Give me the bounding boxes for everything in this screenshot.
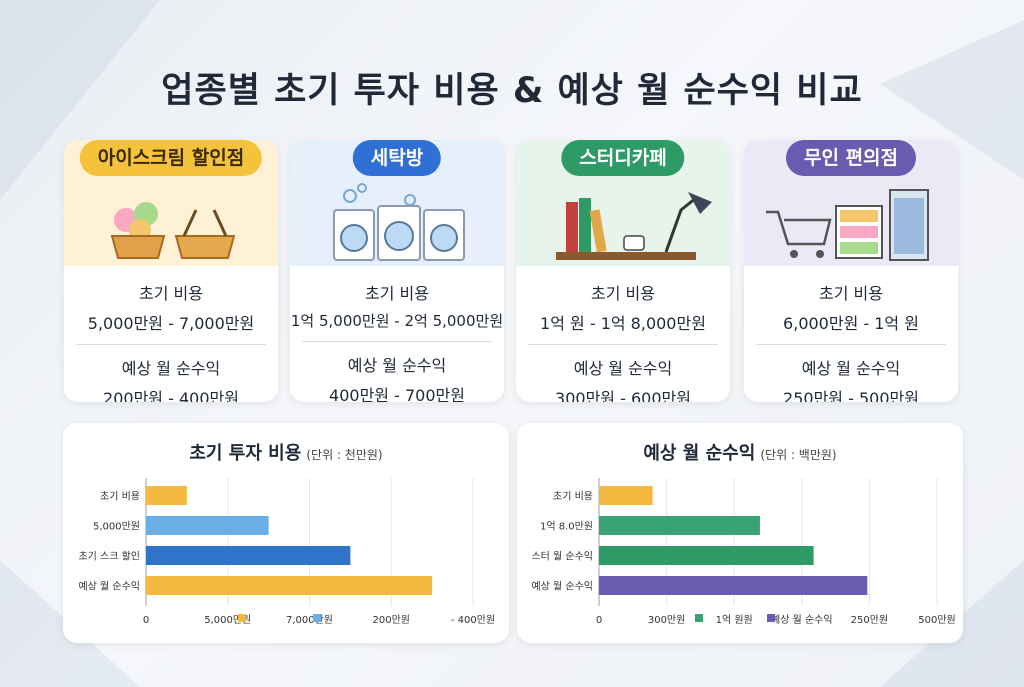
tick-label: 200만원 (373, 614, 411, 626)
card-illustration (744, 140, 958, 266)
divider (76, 344, 266, 345)
cost-value: 1억 5,000만원 - 2억 5,000만원 (290, 312, 504, 330)
bar (146, 516, 269, 535)
card-pill: 무인 편의점 (785, 140, 917, 176)
profit-value: 400만원 - 700만원 (329, 386, 465, 402)
bar (599, 486, 653, 505)
category-label: 5,000만원 (93, 521, 140, 533)
tick-label: 250만원 (851, 614, 889, 626)
tick-label: 0 (143, 615, 149, 626)
tick-label: 0 (596, 615, 602, 626)
cost-label: 초기 비용 (591, 284, 655, 303)
legend-swatch (695, 614, 703, 622)
card-body: 초기 비용 6,000만원 - 1억 원 예상 월 순수익 250만원 - 50… (744, 266, 958, 402)
tick-label: 500만원 (918, 614, 956, 626)
cost-value: 6,000만원 - 1억 원 (783, 314, 919, 333)
profit-value: 300만원 - 600만원 (555, 389, 691, 402)
divider (528, 344, 718, 345)
desk-books-lamp-icon (556, 192, 712, 260)
cost-label: 초기 비용 (819, 284, 883, 303)
card-body: 초기 비용 1억 5,000만원 - 2억 5,000만원 예상 월 순수익 4… (290, 266, 504, 402)
category-label: 초기 비용 (100, 491, 140, 503)
category-label: 예상 월 순수익 (531, 581, 593, 593)
tick-label: 300만원 (648, 614, 686, 626)
legend-swatch (313, 614, 321, 622)
bar (599, 546, 814, 565)
card-pill: 스터디카페 (561, 140, 685, 176)
category-label: 1억 8.0만원 (540, 521, 593, 533)
chart-title: 예상 월 순수익 (단위 : 백만원) (517, 439, 963, 465)
bar (599, 576, 868, 595)
shopping-cart-shelf-icon (766, 189, 929, 261)
divider (302, 341, 492, 342)
card-unmanned-store: 무인 편의점 초기 비용 6,000만원 - 1억 원 예상 월 순수익 250… (744, 140, 958, 402)
bar (146, 486, 187, 505)
divider (756, 344, 946, 345)
profit-value: 200만원 - 400만원 (103, 389, 239, 402)
chart-unit: (단위 : 백만원) (760, 448, 837, 462)
cost-label: 초기 비용 (365, 284, 429, 303)
washing-machine-icon (333, 183, 465, 261)
card-icecream: 아이스크림 할인점 초기 비용 5,000만원 - 7,000만원 예상 월 순… (64, 140, 278, 402)
category-label: 초기 스크 할인 (78, 551, 140, 563)
profit-label: 예상 월 순수익 (121, 359, 221, 378)
cost-label: 초기 비용 (139, 284, 203, 303)
category-label: 예상 월 순수익 (78, 581, 140, 593)
tick-label: 1억 원원 (716, 614, 753, 626)
card-pill: 세탁방 (352, 140, 442, 176)
chart-unit: (단위 : 천만원) (306, 448, 383, 462)
bar (146, 546, 351, 565)
bar (146, 576, 433, 595)
card-laundry: 세탁방 초기 비용 1억 5,000만원 - 2억 5,000만원 예상 월 순… (290, 140, 504, 402)
profit-label: 예상 월 순수익 (573, 359, 673, 378)
profit-value: 250만원 - 500만원 (783, 389, 919, 402)
category-label: 스터 월 순수익 (531, 551, 593, 563)
profit-label: 예상 월 순수익 (347, 356, 447, 375)
chart-title-text: 예상 월 순수익 (643, 443, 756, 464)
cost-value: 5,000만원 - 7,000만원 (87, 314, 255, 333)
category-label: 초기 비용 (553, 491, 593, 503)
profit-label: 예상 월 순수익 (801, 359, 901, 378)
chart-title-text: 초기 투자 비용 (189, 443, 302, 464)
card-pill: 아이스크림 할인점 (79, 140, 263, 176)
card-body: 초기 비용 5,000만원 - 7,000만원 예상 월 순수익 200만원 -… (64, 266, 278, 402)
icecream-basket-icon (110, 202, 236, 259)
legend-swatch (238, 614, 246, 622)
tick-label: 예상 월 순수익 (771, 614, 833, 626)
legend-swatch (767, 614, 775, 622)
tick-label: - 400만원 (451, 614, 495, 626)
chart-title: 초기 투자 비용 (단위 : 천만원) (63, 439, 509, 465)
cost-value: 1억 원 - 1억 8,000만원 (540, 314, 706, 333)
card-body: 초기 비용 1억 원 - 1억 8,000만원 예상 월 순수익 300만원 -… (516, 266, 730, 402)
bar (599, 516, 760, 535)
page-title: 업종별 초기 투자 비용 & 예상 월 순수익 비교 (161, 71, 863, 111)
card-studycafe: 스터디카페 초기 비용 1억 원 - 1억 8,000만원 예상 월 순수익 3… (516, 140, 730, 402)
tick-label: 7,000만원 (286, 614, 333, 626)
